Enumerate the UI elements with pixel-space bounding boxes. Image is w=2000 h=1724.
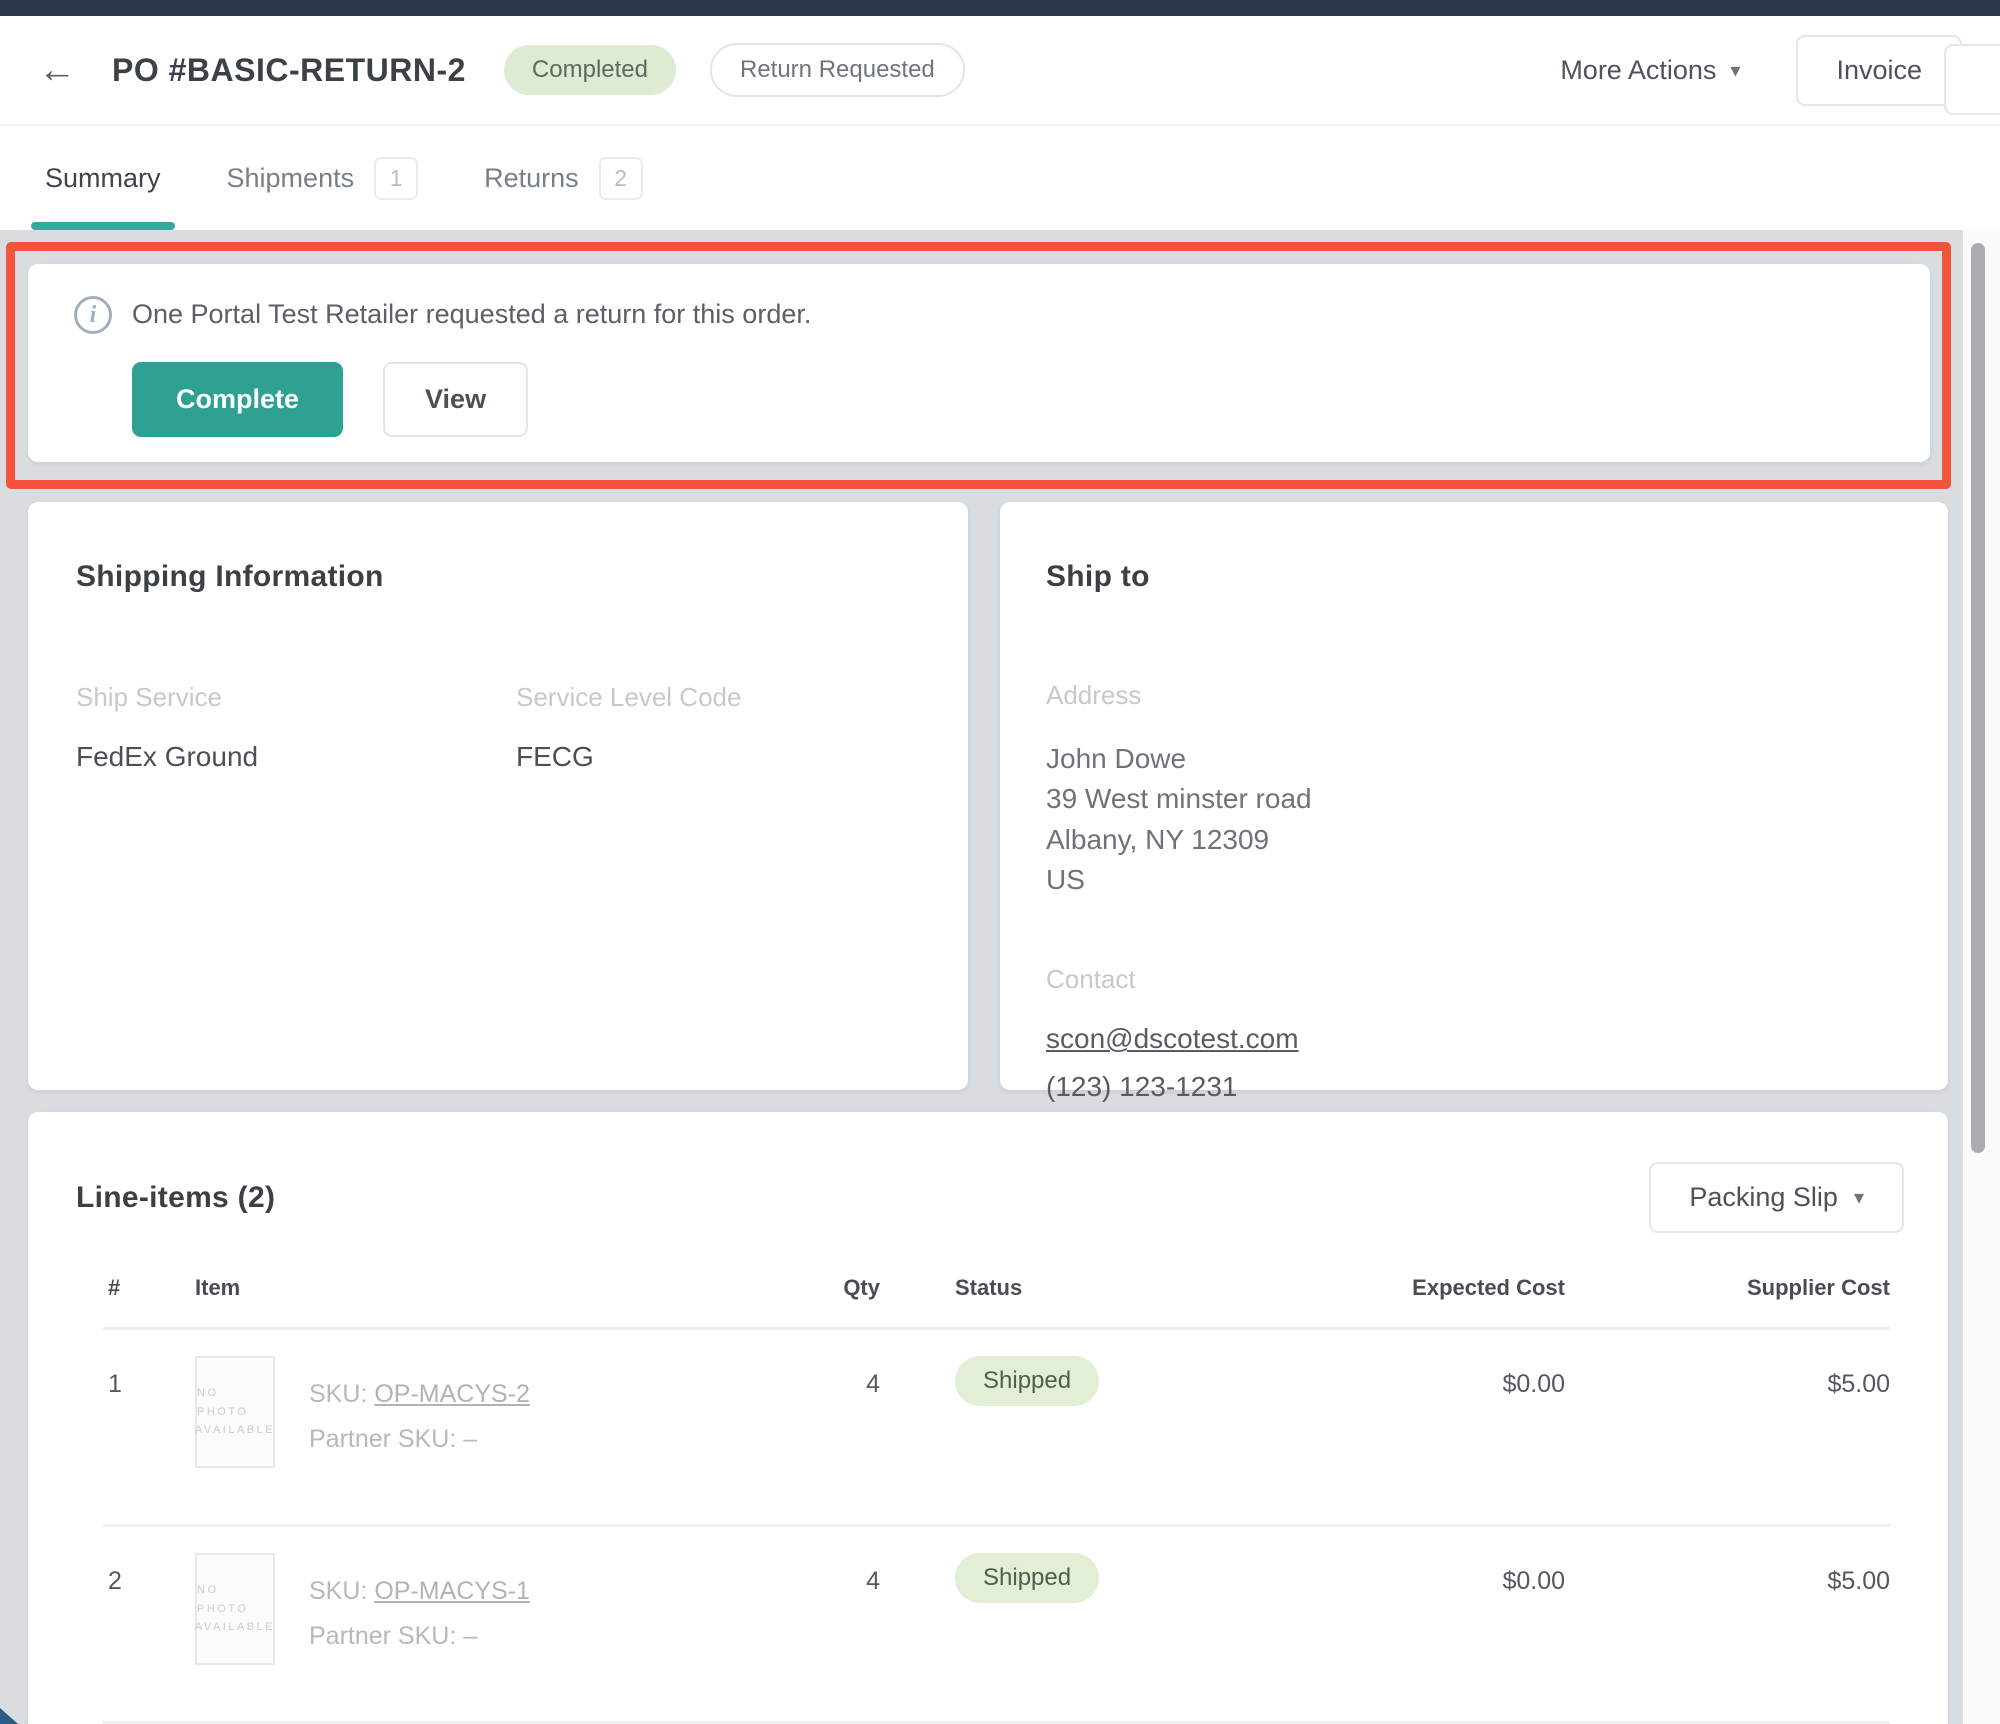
contact-phone: (123) 123-1231 xyxy=(1046,1071,1238,1103)
info-cards-row: Shipping Information Ship Service FedEx … xyxy=(28,502,1948,1102)
address-line: US xyxy=(1046,863,1085,895)
partner-sku: Partner SKU: – xyxy=(309,1622,478,1650)
scrollbar-thumb[interactable] xyxy=(1971,243,1985,1153)
ship-to-title: Ship to xyxy=(1046,560,1150,593)
tab-shipments-label: Shipments xyxy=(226,162,355,193)
supplier-cost-value: $5.00 xyxy=(1827,1370,1890,1398)
more-actions-label: More Actions xyxy=(1560,54,1717,85)
no-photo-text: NO PHOTO xyxy=(197,1583,249,1615)
page-title: PO #BASIC-RETURN-2 xyxy=(112,51,466,88)
ship-service-label: Ship Service xyxy=(76,682,222,712)
alert-message: One Portal Test Retailer requested a ret… xyxy=(132,299,812,329)
tab-summary[interactable]: Summary xyxy=(31,126,175,230)
sku-link[interactable]: OP-MACYS-2 xyxy=(374,1380,530,1408)
status-badge: Shipped xyxy=(955,1356,1100,1406)
tab-bar: Summary Shipments 1 Returns 2 xyxy=(0,126,2000,230)
sku-line: SKU: OP-MACYS-1 xyxy=(309,1577,530,1605)
chevron-down-icon: ▾ xyxy=(1853,1187,1864,1209)
col-header-qty: Qty xyxy=(843,1275,880,1300)
table-row: 2 NO PHOTO AVAILABLE SKU: OP-MACYS-1 Par… xyxy=(28,1527,1948,1695)
sku-prefix: SKU: xyxy=(309,1380,368,1408)
packing-slip-dropdown[interactable]: Packing Slip ▾ xyxy=(1649,1162,1904,1233)
col-header-supplier-cost: Supplier Cost xyxy=(1746,1275,1890,1300)
supplier-cost-value: $5.00 xyxy=(1827,1567,1890,1595)
back-arrow-icon[interactable]: ← xyxy=(38,49,76,91)
cursor-artifact xyxy=(0,1708,18,1724)
row-divider xyxy=(103,1327,1890,1330)
ship-service-value: FedEx Ground xyxy=(76,741,259,772)
active-tab-underline xyxy=(31,222,175,230)
row-divider xyxy=(103,1721,1890,1724)
contact-label: Contact xyxy=(1046,964,1136,995)
tab-returns[interactable]: Returns 2 xyxy=(484,126,643,230)
service-level-code-value: FECG xyxy=(516,741,594,772)
no-photo-text: AVAILABLE xyxy=(194,1424,276,1437)
no-photo-placeholder: NO PHOTO AVAILABLE xyxy=(195,1356,275,1468)
status-badge-completed: Completed xyxy=(503,45,676,95)
po-header: ← PO #BASIC-RETURN-2 Completed Return Re… xyxy=(0,16,2000,126)
row-number: 1 xyxy=(108,1370,122,1398)
shipments-count-badge: 1 xyxy=(374,156,419,200)
returns-count-badge: 2 xyxy=(598,156,643,200)
ship-to-card: Ship to Address John Dowe 39 West minste… xyxy=(1000,502,1948,1102)
address-line: 39 West minster road xyxy=(1046,783,1312,815)
tab-summary-label: Summary xyxy=(45,162,161,193)
header-actions: More Actions ▾ Invoice xyxy=(1560,34,1962,106)
status-badge-return-requested: Return Requested xyxy=(709,43,965,97)
view-button[interactable]: View xyxy=(383,362,529,437)
expected-cost-value: $0.00 xyxy=(1502,1567,1565,1595)
address-line: John Dowe xyxy=(1046,743,1187,774)
invoice-button[interactable]: Invoice xyxy=(1796,34,1962,106)
col-header-expected-cost: Expected Cost xyxy=(1412,1275,1565,1300)
expected-cost-value: $0.00 xyxy=(1502,1370,1565,1398)
no-photo-placeholder: NO PHOTO AVAILABLE xyxy=(195,1553,275,1665)
col-header-status: Status xyxy=(955,1275,1023,1300)
no-photo-text: NO PHOTO xyxy=(197,1386,249,1418)
sku-prefix: SKU: xyxy=(309,1577,368,1605)
return-requested-alert: i One Portal Test Retailer requested a r… xyxy=(28,264,1930,462)
line-items-table-header: # Item Qty Status Expected Cost Supplier… xyxy=(28,1233,1948,1301)
return-button[interactable]: Return xyxy=(1944,44,2000,115)
address-label: Address xyxy=(1046,680,1142,710)
status-badge: Shipped xyxy=(955,1553,1100,1603)
page-content: i One Portal Test Retailer requested a r… xyxy=(0,230,2000,1724)
packing-slip-label: Packing Slip xyxy=(1689,1182,1838,1212)
shipping-information-card: Shipping Information Ship Service FedEx … xyxy=(28,502,968,1090)
col-header-num: # xyxy=(108,1275,121,1300)
no-photo-text: AVAILABLE xyxy=(194,1621,276,1634)
service-level-code-label: Service Level Code xyxy=(516,682,742,712)
contact-email-link[interactable]: scon@dscotest.com xyxy=(1046,1023,1299,1055)
top-navy-bar xyxy=(0,0,2000,16)
sku-link[interactable]: OP-MACYS-1 xyxy=(374,1577,530,1605)
tab-returns-label: Returns xyxy=(484,162,579,193)
line-items-card: Line-items (2) Packing Slip ▾ # Item Qty… xyxy=(28,1112,1948,1724)
chevron-down-icon: ▾ xyxy=(1730,59,1741,82)
partner-sku: Partner SKU: – xyxy=(309,1425,478,1453)
table-row: 1 NO PHOTO AVAILABLE SKU: OP-MACYS-2 Par… xyxy=(28,1330,1948,1498)
qty-value: 4 xyxy=(866,1370,880,1398)
row-divider xyxy=(103,1524,1890,1527)
address-line: Albany, NY 12309 xyxy=(1046,823,1270,855)
sku-line: SKU: OP-MACYS-2 xyxy=(309,1380,530,1408)
line-items-title: Line-items (2) xyxy=(76,1180,276,1214)
qty-value: 4 xyxy=(866,1567,880,1595)
more-actions-menu[interactable]: More Actions ▾ xyxy=(1560,55,1740,86)
info-icon: i xyxy=(74,296,112,334)
tab-shipments[interactable]: Shipments 1 xyxy=(227,126,419,230)
complete-button[interactable]: Complete xyxy=(132,362,344,437)
col-header-item: Item xyxy=(195,1275,241,1300)
shipping-information-title: Shipping Information xyxy=(76,560,384,593)
row-number: 2 xyxy=(108,1567,122,1595)
